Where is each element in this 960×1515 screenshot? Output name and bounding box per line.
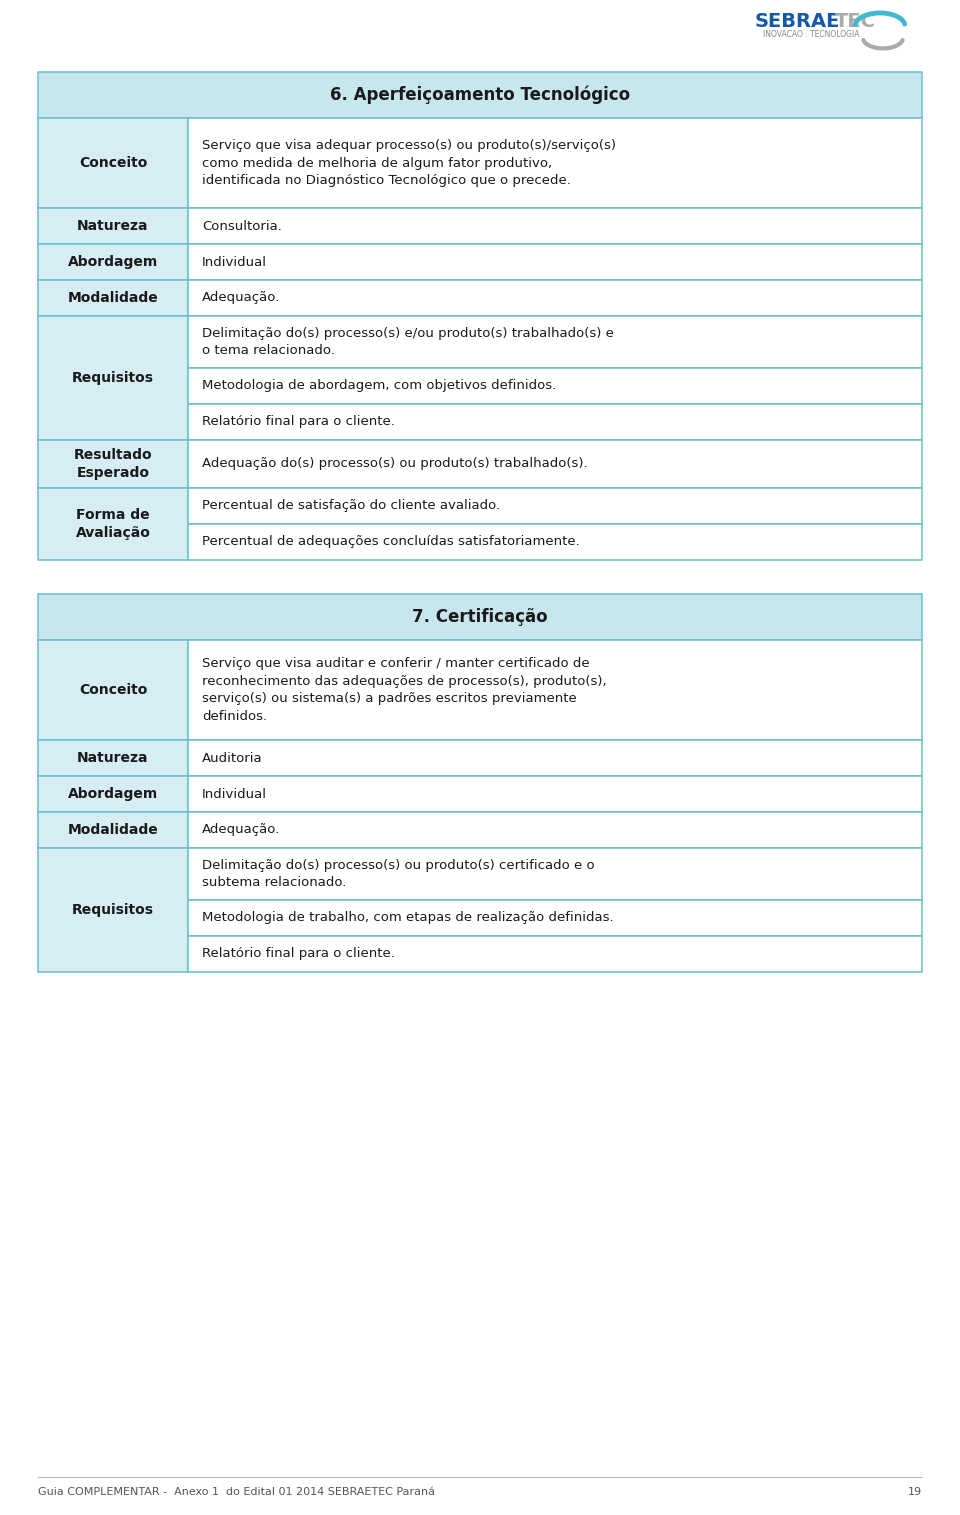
Bar (188, 739, 922, 776)
Bar (188, 776, 922, 812)
Bar (38, 280, 188, 317)
Text: Relatório final para o cliente.: Relatório final para o cliente. (202, 947, 395, 961)
Text: 7. Certificação: 7. Certificação (412, 608, 548, 626)
Text: TEC: TEC (835, 12, 876, 30)
Text: Percentual de adequações concluídas satisfatoriamente.: Percentual de adequações concluídas sati… (202, 535, 580, 548)
Text: Delimitação do(s) processo(s) e/ou produto(s) trabalhado(s) e
o tema relacionado: Delimitação do(s) processo(s) e/ou produ… (202, 327, 613, 358)
Text: Conceito: Conceito (79, 156, 147, 170)
Bar (188, 488, 922, 524)
Text: Adequação.: Adequação. (202, 291, 280, 305)
Text: Modalidade: Modalidade (67, 823, 158, 836)
Text: Delimitação do(s) processo(s) ou produto(s) certificado e o
subtema relacionado.: Delimitação do(s) processo(s) ou produto… (202, 859, 594, 889)
Text: Abordagem: Abordagem (68, 255, 158, 270)
Bar (188, 368, 922, 405)
Text: Natureza: Natureza (77, 220, 149, 233)
Text: Conceito: Conceito (79, 683, 147, 697)
Bar (38, 439, 188, 488)
Bar (38, 208, 188, 244)
Bar (188, 244, 922, 280)
Bar (38, 639, 188, 739)
Bar (188, 812, 922, 848)
Bar (38, 812, 188, 848)
Bar (38, 317, 188, 439)
Text: 6. Aperfeiçoamento Tecnológico: 6. Aperfeiçoamento Tecnológico (330, 86, 630, 105)
Text: Relatório final para o cliente.: Relatório final para o cliente. (202, 415, 395, 429)
Text: Metodologia de abordagem, com objetivos definidos.: Metodologia de abordagem, com objetivos … (202, 379, 556, 392)
Bar (188, 439, 922, 488)
Text: 19: 19 (908, 1488, 922, 1497)
Text: Individual: Individual (202, 788, 267, 800)
Text: Forma de
Avaliação: Forma de Avaliação (76, 508, 151, 541)
Text: Natureza: Natureza (77, 751, 149, 765)
Text: INOVACAO . TECNOLOGIA: INOVACAO . TECNOLOGIA (763, 30, 859, 39)
Text: Serviço que visa adequar processo(s) ou produto(s)/serviço(s)
como medida de mel: Serviço que visa adequar processo(s) ou … (202, 139, 616, 186)
Text: Percentual de satisfação do cliente avaliado.: Percentual de satisfação do cliente aval… (202, 500, 500, 512)
Bar (188, 639, 922, 739)
Bar (38, 118, 188, 208)
Text: Auditoria: Auditoria (202, 751, 263, 765)
Text: Consultoria.: Consultoria. (202, 220, 282, 232)
Bar (188, 524, 922, 561)
Bar (188, 405, 922, 439)
Text: Resultado
Esperado: Resultado Esperado (74, 447, 153, 480)
Bar (38, 73, 922, 118)
Bar (188, 317, 922, 368)
Text: Individual: Individual (202, 256, 267, 268)
Text: SEBRAE: SEBRAE (755, 12, 840, 30)
Bar (38, 848, 188, 973)
Bar (38, 488, 188, 561)
Bar (38, 594, 922, 639)
Text: Modalidade: Modalidade (67, 291, 158, 305)
Text: Abordagem: Abordagem (68, 786, 158, 801)
Bar (188, 208, 922, 244)
Bar (188, 118, 922, 208)
Bar (188, 900, 922, 936)
Bar (38, 739, 188, 776)
Text: Metodologia de trabalho, com etapas de realização definidas.: Metodologia de trabalho, com etapas de r… (202, 912, 613, 924)
Text: Adequação do(s) processo(s) ou produto(s) trabalhado(s).: Adequação do(s) processo(s) ou produto(s… (202, 458, 588, 471)
Bar (188, 848, 922, 900)
Text: Guia COMPLEMENTAR -  Anexo 1  do Edital 01 2014 SEBRAETEC Paraná: Guia COMPLEMENTAR - Anexo 1 do Edital 01… (38, 1488, 435, 1497)
Bar (38, 244, 188, 280)
Bar (188, 936, 922, 973)
Text: Requisitos: Requisitos (72, 371, 154, 385)
Bar (188, 280, 922, 317)
Text: Adequação.: Adequação. (202, 824, 280, 836)
Text: Serviço que visa auditar e conferir / manter certificado de
reconhecimento das a: Serviço que visa auditar e conferir / ma… (202, 658, 607, 723)
Bar (38, 776, 188, 812)
Text: Requisitos: Requisitos (72, 903, 154, 917)
